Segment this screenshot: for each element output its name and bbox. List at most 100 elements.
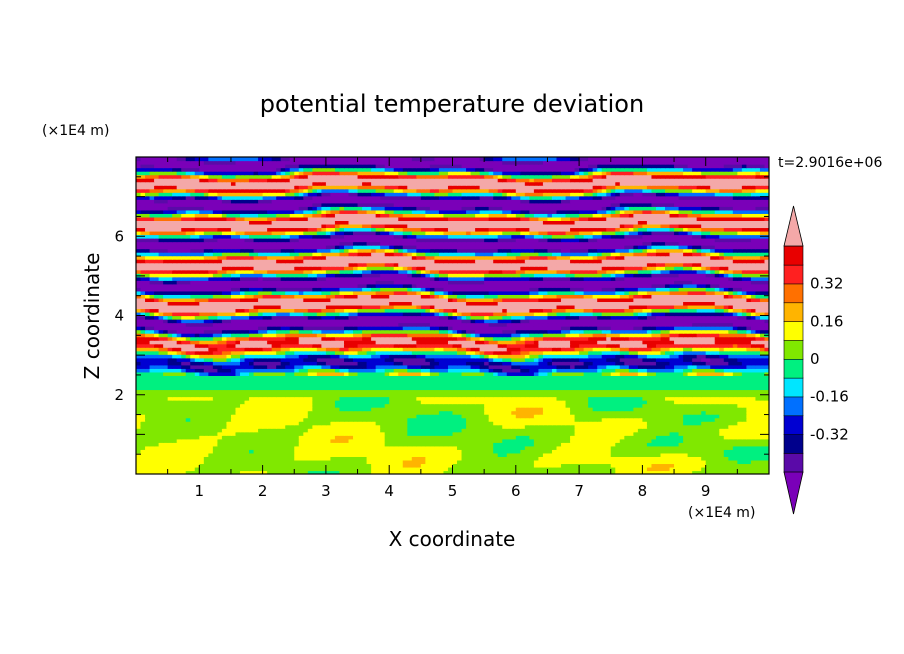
field-cell xyxy=(172,375,178,380)
field-cell xyxy=(267,421,273,426)
field-cell xyxy=(217,431,223,436)
field-cell xyxy=(312,347,318,352)
field-cell xyxy=(565,438,571,443)
field-cell xyxy=(746,459,752,465)
field-cell xyxy=(669,470,675,474)
field-cell xyxy=(705,421,711,426)
field-cell xyxy=(488,442,494,447)
field-cell xyxy=(705,361,711,366)
field-cell xyxy=(592,421,598,426)
field-cell xyxy=(303,424,309,429)
field-cell xyxy=(298,354,304,359)
field-cell xyxy=(547,470,553,474)
field-cell xyxy=(307,375,313,380)
field-cell xyxy=(339,403,345,408)
field-cell xyxy=(384,361,390,366)
field-cell xyxy=(529,347,535,352)
field-cell xyxy=(249,375,255,380)
field-cell xyxy=(515,371,521,376)
field-cell xyxy=(316,378,322,384)
field-cell xyxy=(303,431,309,436)
field-cell xyxy=(665,470,671,474)
field-cell xyxy=(592,438,598,443)
field-cell xyxy=(172,466,178,472)
field-cell xyxy=(538,385,544,391)
field-cell xyxy=(470,368,476,373)
field-cell xyxy=(371,463,377,468)
field-cell xyxy=(384,389,390,394)
field-cell xyxy=(262,371,268,376)
field-cell xyxy=(542,378,549,384)
field-cell xyxy=(380,414,386,419)
field-cell xyxy=(262,445,268,450)
field-cell xyxy=(181,459,187,465)
field-cell xyxy=(511,364,517,369)
field-cell xyxy=(140,347,146,352)
field-cell xyxy=(533,347,540,352)
field-cell xyxy=(475,449,481,454)
field-cell xyxy=(655,442,662,447)
field-cell xyxy=(764,368,769,373)
field-cell xyxy=(339,421,345,426)
field-cell xyxy=(601,375,607,380)
field-cell xyxy=(375,403,381,408)
field-cell xyxy=(221,470,228,474)
field-cell xyxy=(298,396,304,401)
field-cell xyxy=(493,466,499,472)
field-cell xyxy=(362,354,368,359)
field-cell xyxy=(570,400,576,405)
field-cell xyxy=(592,417,598,422)
field-cell xyxy=(438,400,445,405)
field-cell xyxy=(665,400,671,405)
field-cell xyxy=(597,438,603,443)
field-cell xyxy=(646,421,653,426)
field-cell xyxy=(447,375,454,380)
field-cell xyxy=(615,368,621,373)
field-cell xyxy=(741,403,747,408)
field-cell xyxy=(651,361,657,366)
field-cell xyxy=(420,424,426,429)
field-cell xyxy=(149,417,155,422)
field-cell xyxy=(389,389,395,394)
field-cell xyxy=(723,396,729,401)
field-cell xyxy=(357,428,363,433)
field-cell xyxy=(167,417,173,422)
field-cell xyxy=(325,445,332,450)
field-cell xyxy=(755,410,761,415)
field-cell xyxy=(167,375,173,380)
field-cell xyxy=(212,371,218,376)
field-cell xyxy=(687,442,693,447)
field-cell xyxy=(570,396,576,401)
field-cell xyxy=(746,456,752,461)
field-cell xyxy=(728,417,734,422)
field-cell xyxy=(249,456,255,461)
field-cell xyxy=(520,449,526,454)
field-cell xyxy=(244,424,250,429)
field-cell xyxy=(696,400,702,405)
field-cell xyxy=(574,392,580,398)
field-cell xyxy=(642,449,648,454)
field-cell xyxy=(253,368,259,373)
field-cell xyxy=(289,403,295,408)
field-cell xyxy=(407,389,413,394)
field-cell xyxy=(466,378,472,384)
field-cell xyxy=(493,361,499,366)
field-cell xyxy=(642,354,648,359)
field-cell xyxy=(384,410,390,415)
field-cell xyxy=(470,396,476,401)
field-cell xyxy=(353,403,359,408)
field-cell xyxy=(601,350,607,355)
field-cell xyxy=(411,428,417,433)
field-cell xyxy=(710,361,716,366)
field-cell xyxy=(262,392,268,398)
field-cell xyxy=(402,407,408,412)
field-cell xyxy=(542,421,549,426)
field-cell xyxy=(547,407,553,412)
field-cell xyxy=(624,392,630,398)
field-cell xyxy=(452,421,458,426)
field-cell xyxy=(628,385,634,391)
field-cell xyxy=(755,403,761,408)
field-cell xyxy=(199,357,205,362)
field-cell xyxy=(208,421,214,426)
field-cell xyxy=(520,354,526,359)
